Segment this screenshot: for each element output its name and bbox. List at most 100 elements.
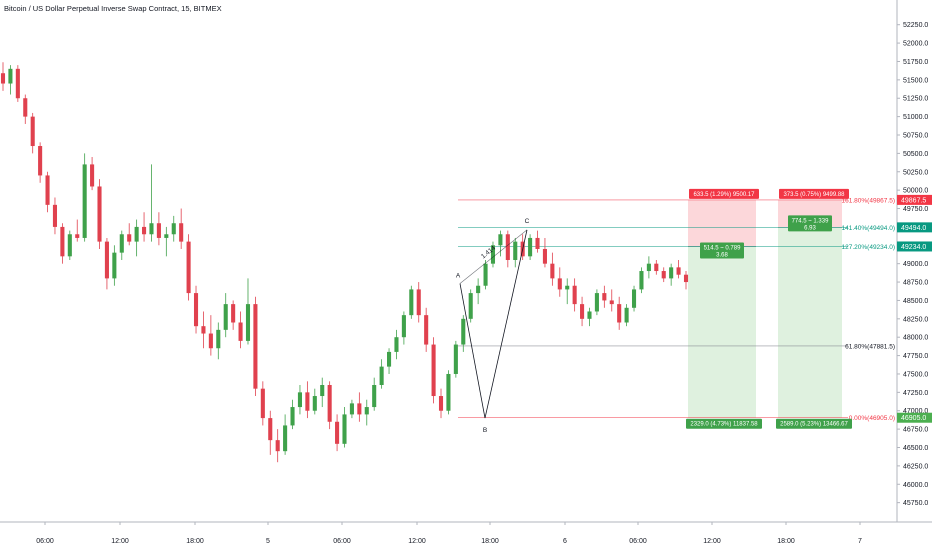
price-tick-label: 51250.0	[903, 96, 928, 103]
take-profit-zone	[778, 227, 842, 418]
price-tick-label: 51000.0	[903, 114, 928, 121]
candle-body	[409, 289, 414, 316]
candle-body	[260, 388, 265, 419]
price-tick-label: 47750.0	[903, 353, 928, 360]
candle-body	[223, 304, 228, 330]
candle-body	[52, 204, 58, 227]
candle-body	[67, 234, 72, 257]
candle-body	[438, 396, 444, 411]
candle-body	[149, 223, 154, 235]
position-zones	[688, 199, 842, 418]
price-tick-label: 51750.0	[903, 59, 928, 66]
candle-body	[357, 403, 362, 415]
ratio-badge-text: 3.68	[716, 252, 728, 258]
candle-body	[565, 285, 570, 290]
candle-body	[535, 237, 540, 249]
candle-body	[661, 271, 666, 279]
candle-body	[104, 241, 109, 279]
pattern-point-label: C	[525, 218, 530, 225]
target-label-bg	[686, 418, 762, 429]
candle-body	[15, 68, 20, 99]
candle-body	[498, 234, 503, 246]
target-label: 2329.0 (4.73%) 11837.58	[686, 418, 762, 429]
price-axis[interactable]: 52250.0 52000.0 51750.0 51500.0 51250.0 51000…	[896, 0, 932, 522]
candle-body	[587, 311, 592, 319]
stop-loss-zone	[688, 199, 756, 247]
candle-body	[186, 241, 191, 294]
candle-body	[669, 267, 674, 279]
price-tick-label: 52250.0	[903, 22, 928, 29]
time-axis[interactable]: 06:00 12:00 18:00 5 06:00 12:00 18:00 6 06:00 12:…	[0, 521, 932, 545]
candle-body	[424, 315, 429, 345]
candle-body	[312, 396, 317, 411]
candle-body	[156, 223, 161, 238]
target-label: 2589.0 (5.23%) 13466.67	[776, 418, 852, 429]
ratio-badge-bg	[700, 242, 744, 259]
candle-body	[431, 344, 436, 397]
time-tick-label: 06:00	[629, 538, 647, 545]
candle-body	[238, 322, 243, 341]
candle-body	[490, 245, 496, 264]
time-tick-label: 18:00	[186, 538, 204, 545]
time-tick-label: 7	[858, 538, 862, 545]
price-badge-bg	[897, 241, 932, 252]
candle-body	[580, 304, 585, 319]
candle-body	[461, 318, 466, 345]
candle-body	[335, 421, 340, 444]
candle-body	[297, 392, 302, 408]
stop-label: 633.5 (1.29%) 9500.17	[689, 188, 759, 199]
stop-label: 373.5 (0.75%) 9499.88	[779, 188, 849, 199]
candle-body	[557, 278, 562, 290]
price-badge: 49494.0	[897, 222, 932, 233]
ratio-badge-text: 6.93	[804, 225, 816, 231]
ratio-badge-bg	[788, 215, 832, 232]
fib-label: 0.00%(46905.0)	[849, 415, 895, 422]
candle-body	[342, 414, 347, 444]
candle-body	[364, 407, 369, 415]
price-tick-label: 48000.0	[903, 335, 928, 342]
candle-body	[327, 385, 332, 422]
candle-body	[38, 146, 43, 176]
stop-label-text: 633.5 (1.29%) 9500.17	[693, 192, 755, 198]
candle-body	[305, 392, 310, 411]
candle-body	[245, 304, 251, 341]
stop-label-bg	[689, 188, 759, 199]
candle-body	[60, 226, 65, 257]
stop-label-bg	[779, 188, 849, 199]
candle-body	[171, 223, 176, 235]
candle-body	[201, 326, 206, 334]
chart-title: Bitcoin / US Dollar Perpetual Inverse Sw…	[4, 4, 222, 13]
target-label-text: 2589.0 (5.23%) 13466.67	[780, 422, 848, 428]
candle-body	[468, 293, 473, 319]
annotation-labels: 161.80%(49867.5) 141.40%(49494.0) 127.20%(…	[686, 188, 895, 429]
target-label-text: 2329.0 (4.73%) 11837.58	[690, 422, 758, 428]
candle-body	[231, 304, 236, 323]
price-tick-label: 50500.0	[903, 151, 928, 158]
candle-body	[453, 344, 458, 374]
candle-body	[90, 164, 95, 187]
time-tick-label: 06:00	[333, 538, 351, 545]
price-badge-label: 49867.5	[901, 197, 926, 204]
candle-body	[97, 186, 102, 242]
candle-body	[683, 274, 689, 283]
candle-body	[379, 366, 384, 385]
price-tick-label: 47250.0	[903, 390, 928, 397]
candle-body	[0, 73, 6, 84]
candle-body	[268, 418, 273, 441]
time-tick-label: 18:00	[777, 538, 795, 545]
fib-lines	[458, 199, 848, 419]
price-tick-label: 50000.0	[903, 188, 928, 195]
candle-body	[646, 263, 651, 272]
fib-label: 61.80%(47881.5)	[845, 343, 895, 350]
price-tick-label: 50250.0	[903, 169, 928, 176]
candle-body	[216, 329, 221, 349]
candle-body	[631, 289, 637, 308]
candle-body	[387, 351, 392, 367]
price-tick-label: 48500.0	[903, 298, 928, 305]
target-label-bg	[776, 418, 852, 429]
price-badge-bg	[897, 194, 932, 205]
candle-body	[528, 237, 533, 257]
price-tick-label: 46250.0	[903, 463, 928, 470]
